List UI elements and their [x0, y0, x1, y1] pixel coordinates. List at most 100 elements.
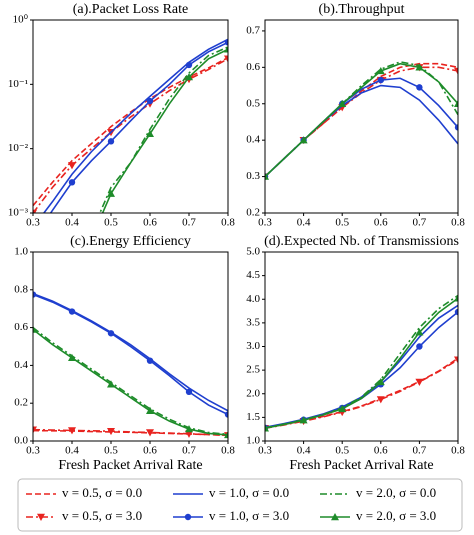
axes-frame	[264, 251, 459, 442]
series-line	[101, 48, 228, 213]
marker	[68, 162, 76, 170]
chart-title: (a).Packet Loss Rate	[73, 2, 188, 17]
legend-label: v = 1.0, σ = 0.0	[209, 485, 289, 500]
marker	[265, 172, 269, 180]
legend-label: v = 1.0, σ = 3.0	[209, 508, 289, 523]
marker	[376, 396, 385, 404]
x-tick-label: 0.5	[104, 217, 118, 229]
y-tick-label: 0.4	[14, 359, 28, 371]
chart-title: (c).Energy Efficiency	[70, 234, 191, 249]
x-tick-label: 0.6	[143, 445, 157, 457]
y-tick-label: 4.0	[246, 293, 260, 305]
marker	[146, 129, 154, 138]
series-group	[265, 61, 458, 181]
marker	[415, 328, 424, 336]
series-group	[265, 294, 458, 433]
y-tick-label: 5.0	[246, 246, 260, 258]
series-line	[265, 61, 458, 178]
marker	[376, 377, 385, 386]
marker	[107, 380, 115, 388]
marker	[299, 416, 308, 424]
x-tick-label: 0.3	[26, 445, 40, 457]
axes-frame	[32, 251, 229, 442]
marker	[107, 138, 115, 145]
marker	[68, 353, 76, 362]
marker	[68, 308, 76, 315]
marker	[185, 430, 193, 438]
x-tick-label: 0.8	[451, 445, 465, 457]
marker	[185, 61, 193, 69]
x-tick-label: 0.6	[374, 217, 388, 229]
marker	[224, 45, 228, 53]
marker	[454, 294, 458, 302]
x-tick-label: 0.8	[451, 217, 465, 229]
y-tick-label: 0.7	[246, 24, 260, 36]
marker	[224, 55, 228, 63]
y-tick-label: 3.0	[246, 340, 260, 352]
y-tick-label: 2.0	[246, 387, 260, 399]
x-tick-label: 0.6	[374, 445, 388, 457]
y-tick-label: 3.5	[246, 316, 260, 328]
legend-label: v = 0.5, σ = 0.0	[62, 485, 142, 500]
x-tick-label: 0.3	[258, 445, 272, 457]
marker	[338, 99, 347, 107]
x-axis-label: Fresh Packet Arrival Rate	[289, 458, 433, 473]
marker	[338, 404, 347, 413]
marker	[265, 424, 269, 432]
series-line	[33, 292, 228, 412]
marker	[185, 425, 193, 433]
series-group	[33, 38, 228, 213]
y-tick-label: 0.5	[246, 97, 260, 109]
marker	[454, 99, 458, 107]
x-tick-label: 0.5	[335, 445, 349, 457]
x-tick-label: 0.4	[65, 445, 79, 457]
marker	[33, 291, 37, 298]
marker	[224, 39, 228, 46]
marker	[68, 427, 76, 435]
series-line	[265, 297, 458, 430]
marker	[454, 356, 458, 364]
marker	[415, 63, 424, 71]
plot-area	[265, 20, 458, 213]
marker	[146, 357, 154, 364]
marker	[146, 406, 154, 414]
marker	[415, 378, 424, 386]
marker	[107, 330, 115, 337]
marker	[224, 430, 228, 439]
marker	[377, 76, 384, 84]
marker	[185, 73, 193, 81]
x-tick-label: 0.8	[221, 445, 235, 457]
series-line	[33, 328, 228, 436]
marker	[299, 136, 308, 144]
series-line	[265, 62, 458, 178]
x-tick-label: 0.6	[143, 217, 157, 229]
chart-title: (d).Expected Nb. of Transmissions	[264, 234, 459, 249]
series-line	[265, 66, 458, 178]
marker	[454, 67, 458, 75]
x-tick-label: 0.4	[297, 445, 311, 457]
y-tick-label: 0.8	[14, 283, 28, 295]
y-tick-label: 10⁻¹	[8, 78, 28, 90]
x-tick-label: 0.7	[182, 445, 196, 457]
y-tick-label: 10⁻²	[8, 142, 29, 154]
x-tick-label: 0.8	[221, 217, 235, 229]
marker	[33, 426, 37, 434]
y-tick-label: 1.0	[14, 246, 28, 258]
legend-label: v = 0.5, σ = 3.0	[62, 508, 142, 523]
series-line	[33, 293, 228, 416]
y-tick-label: 4.5	[246, 269, 260, 281]
marker	[376, 66, 385, 75]
x-tick-label: 0.7	[413, 217, 427, 229]
marker	[331, 513, 339, 521]
legend-label: v = 2.0, σ = 3.0	[356, 508, 436, 523]
y-tick-label: 1.5	[246, 411, 260, 423]
y-tick-label: 10⁰	[13, 14, 29, 26]
marker	[454, 308, 458, 316]
marker	[454, 124, 458, 131]
y-tick-label: 0.2	[14, 397, 28, 409]
x-tick-label: 0.7	[413, 445, 427, 457]
axes-frame	[32, 19, 229, 214]
x-axis-label: Fresh Packet Arrival Rate	[58, 458, 202, 473]
marker	[185, 388, 193, 396]
